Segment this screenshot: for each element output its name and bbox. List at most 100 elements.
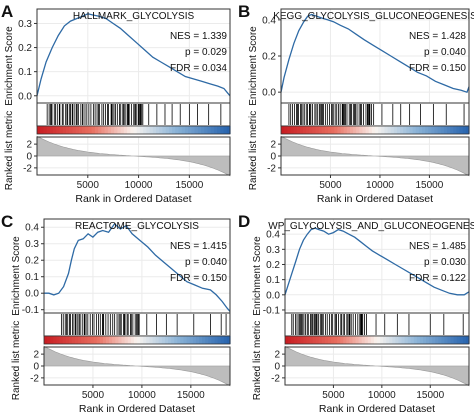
heatbar-cell xyxy=(118,336,123,344)
heatbar-cell xyxy=(220,126,225,134)
heatbar-cell xyxy=(56,336,61,344)
heatbar-cell xyxy=(462,126,467,134)
heatbar-cell xyxy=(447,126,451,134)
heatbar-cell xyxy=(78,336,82,344)
heatbar-cell xyxy=(447,336,452,344)
heatbar-cell xyxy=(331,126,335,134)
heatbar-cell xyxy=(359,126,364,134)
metric-ytick-label: 0 xyxy=(270,152,276,163)
heatbar-cell xyxy=(415,126,420,134)
heatbar-cell xyxy=(65,126,70,134)
heatbar-cell xyxy=(69,126,73,134)
es-ytick-label: 0.3 xyxy=(25,239,39,250)
heatbar-cell xyxy=(380,336,384,344)
heatbar-cell xyxy=(343,126,348,134)
heatbar-cell xyxy=(352,336,357,344)
heatbar-cell xyxy=(356,126,360,134)
heatbar-cell xyxy=(197,126,202,134)
heatbar-cell xyxy=(159,126,164,134)
heatbar-cell xyxy=(346,336,350,344)
panel-letter: A xyxy=(1,2,13,21)
heatbar-cell xyxy=(450,336,455,344)
heatbar-cell xyxy=(177,336,181,344)
heatbar-cell xyxy=(303,336,308,344)
heatbar-cell xyxy=(130,336,135,344)
heatbar-cell xyxy=(404,336,409,344)
heatbar-cell xyxy=(143,126,147,134)
heatbar-cell xyxy=(106,336,110,344)
heatbar-cell xyxy=(186,336,191,344)
heatbar-cell xyxy=(334,336,338,344)
heatbar-cell xyxy=(181,126,186,134)
heatbar-cell xyxy=(389,336,393,344)
es-ytick-label: 0.1 xyxy=(266,275,280,286)
es-ytick-label: 0.4 xyxy=(266,230,280,241)
heatbar-cell xyxy=(381,126,385,134)
heatbar-cell xyxy=(327,336,332,344)
heatbar-cell xyxy=(127,336,132,344)
heatbar-cell xyxy=(178,126,183,134)
es-ytick-label: 0.2 xyxy=(18,43,32,54)
heatbar-cell xyxy=(213,126,218,134)
heatbar-cell xyxy=(290,126,295,134)
xtick-label: 10000 xyxy=(366,180,394,191)
nes-label: NES = 1.339 xyxy=(170,31,227,42)
heatbar-cell xyxy=(412,126,417,134)
heatbar-cell xyxy=(127,126,131,134)
heatbar-cell xyxy=(68,336,73,344)
heatbar-cell xyxy=(155,336,160,344)
es-y-axis-label: Enrichment Score xyxy=(4,26,15,106)
es-ytick-label: -0.1 xyxy=(263,305,281,316)
es-plot-area xyxy=(44,219,230,313)
heatbar-cell xyxy=(75,126,80,134)
heatbar-cell xyxy=(59,336,64,344)
heatbar-cell xyxy=(210,126,215,134)
heatbar-cell xyxy=(174,336,178,344)
metric-ytick-label: 0 xyxy=(274,362,280,373)
heatbar-cell xyxy=(346,126,351,134)
heatbar-cell xyxy=(418,126,423,134)
heatbar-cell xyxy=(364,336,369,344)
nes-label: NES = 1.415 xyxy=(170,241,227,252)
heatbar-cell xyxy=(441,336,446,344)
heatbar-cell xyxy=(456,336,461,344)
heatbar-cell xyxy=(377,336,381,344)
heatbar-cell xyxy=(115,336,119,344)
heatbar-cell xyxy=(297,336,301,344)
heatbar-cell xyxy=(284,126,288,134)
panel-a: A 0.0 0.1 0.2 0.3 HALLMARK_GLYCOLYSIS NES = 1.… xyxy=(1,2,231,205)
heatbar-cell xyxy=(337,126,342,134)
heatbar-cell xyxy=(291,336,295,344)
heatbar-cell xyxy=(202,336,206,344)
heatbar-cell xyxy=(459,336,464,344)
heatbar-cell xyxy=(396,126,401,134)
heatbar-cell xyxy=(217,336,222,344)
es-curve xyxy=(284,227,470,296)
heatbar-cell xyxy=(140,336,144,344)
ranked-metric-area xyxy=(280,135,470,177)
heatbar-cell xyxy=(156,126,160,134)
x-axis-label: Rank in Ordered Dataset xyxy=(317,193,433,205)
heatbar-cell xyxy=(362,126,367,134)
heatbar-cell xyxy=(133,336,138,344)
heatbar-cell xyxy=(440,126,445,134)
heatbar-cell xyxy=(226,126,231,134)
p-value-label: p = 0.029 xyxy=(185,47,227,58)
es-ytick-label: -0.1 xyxy=(22,305,40,316)
nes-label: NES = 1.428 xyxy=(409,31,466,42)
xtick-label: 15000 xyxy=(416,180,444,191)
panel-c: C -0.1 0.0 0.1 0.2 0.3 0.4 REACTOME_GLYCOLYSIS N… xyxy=(1,212,231,415)
heatbar-cell xyxy=(401,336,406,344)
heatbar-cell xyxy=(109,336,113,344)
heatbar-cell xyxy=(370,336,375,344)
heatbar-cell xyxy=(453,126,458,134)
heatbar-cell xyxy=(406,126,411,134)
es-ytick-label: 0.2 xyxy=(262,52,276,63)
heatbar-cell xyxy=(309,336,314,344)
heatbar-cell xyxy=(40,126,45,134)
heatbar-cell xyxy=(117,126,122,134)
heatbar-cell xyxy=(368,126,373,134)
panel-title: WP_GLYCOLYSIS_AND_GLUCONEOGENESIS xyxy=(268,221,474,232)
heatbar-cell xyxy=(194,126,199,134)
heatbar-cell xyxy=(434,126,439,134)
